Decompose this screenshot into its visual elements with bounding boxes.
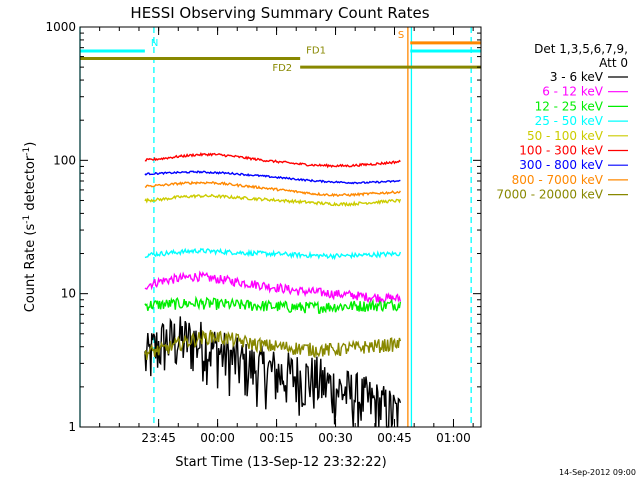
series-line-8	[144, 329, 402, 360]
y-axis: 1 10 100 1000	[45, 20, 481, 434]
legend-label-0: 3 - 6 keV	[550, 70, 604, 84]
legend-label-2: 12 - 25 keV	[535, 99, 604, 113]
y-label-sup2: -1	[22, 147, 32, 156]
status-label-S: S	[398, 30, 404, 41]
y-axis-label: Count Rate (s-1 detector-1)	[22, 142, 38, 313]
x-tick-label-5: 01:00	[436, 431, 471, 445]
attenuator-bars: FD1 FD2 N S	[80, 30, 481, 74]
x-axis: 23:45 00:00 00:15 00:30 00:45 01:00	[99, 27, 474, 445]
status-label-FD2: FD2	[272, 63, 292, 74]
chart-title: HESSI Observing Summary Count Rates	[130, 4, 429, 22]
series-line-2	[144, 295, 402, 314]
status-label-N: N	[151, 38, 158, 49]
series-line-1	[144, 270, 402, 304]
y-tick-label-2: 100	[53, 153, 76, 167]
x-tick-label-2: 00:15	[259, 431, 294, 445]
x-tick-label-0: 23:45	[141, 431, 176, 445]
status-label-FD1: FD1	[306, 46, 326, 57]
series-line-5	[144, 151, 401, 169]
footer-date: 14-Sep-2012 09:00	[559, 468, 636, 477]
y-label-mid: detector	[23, 155, 38, 215]
legend-label-7: 800 - 7000 keV	[512, 173, 604, 187]
y-tick-label-1: 10	[61, 287, 76, 301]
legend-label-5: 100 - 300 keV	[519, 144, 603, 158]
x-tick-label-1: 00:00	[200, 431, 235, 445]
y-tick-label-3: 1000	[45, 20, 76, 34]
series-line-7	[144, 180, 401, 198]
x-tick-label-4: 00:45	[377, 431, 412, 445]
series-group	[144, 151, 402, 428]
series-line-4	[144, 193, 402, 208]
plot-area	[79, 27, 472, 427]
legend-label-6: 300 - 800 keV	[519, 158, 603, 172]
plot-frame	[79, 26, 482, 428]
x-tick-label-3: 00:30	[318, 431, 353, 445]
legend-label-3: 25 - 50 keV	[535, 114, 604, 128]
series-line-0	[144, 316, 402, 428]
y-label-main: Count Rate (s	[23, 224, 38, 313]
legend-title-line2: Att 0	[599, 56, 628, 70]
legend-label-8: 7000 - 20000 keV	[496, 188, 603, 202]
x-axis-label: Start Time (13-Sep-12 23:32:22)	[175, 455, 386, 470]
series-line-6	[144, 170, 401, 185]
y-label-sup1: -1	[22, 215, 32, 224]
y-label-end: )	[23, 142, 38, 147]
legend-label-1: 6 - 12 keV	[542, 85, 604, 99]
legend-title-line1: Det 1,3,5,6,7,9,	[534, 42, 628, 56]
legend-label-4: 50 - 100 keV	[527, 129, 604, 143]
series-line-3	[144, 247, 402, 261]
y-tick-label-0: 1	[68, 420, 76, 434]
